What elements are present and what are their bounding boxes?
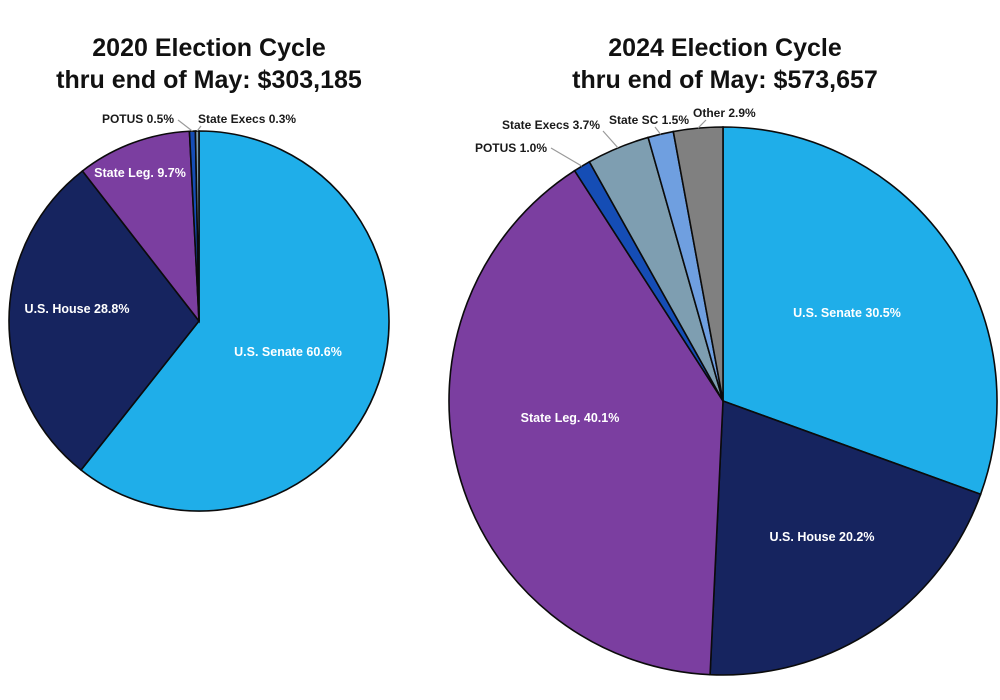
pie-2020: U.S. Senate 60.6% U.S. House 28.8% State L…	[8, 112, 390, 512]
pie-label-u-s-house: U.S. House 20.2%	[770, 530, 875, 544]
pie-slice-state-leg	[448, 169, 724, 676]
chart-2024-title-line1: 2024 Election Cycle	[608, 34, 842, 62]
leader-line-state-execs	[196, 125, 202, 132]
chart-2020-title-line1: 2020 Election Cycle	[92, 34, 326, 62]
pie-slice-u-s-house	[8, 169, 201, 472]
pie-label-potus: POTUS 1.0%	[475, 141, 547, 155]
pie-slice-u-s-senate	[722, 126, 998, 496]
pie-label-u-s-senate: U.S. Senate 60.6%	[234, 345, 342, 359]
pie-label-state-leg: State Leg. 9.7%	[94, 166, 186, 180]
pie-label-state-execs: State Execs 0.3%	[198, 112, 296, 126]
leader-line-potus	[550, 147, 583, 167]
chart-2024-title-line2: thru end of May: $573,657	[572, 66, 878, 94]
pie-slice-state-leg	[81, 130, 200, 324]
leader-line-state-execs	[602, 130, 619, 149]
pie-label-other: Other 2.9%	[693, 106, 756, 120]
pie-2024: U.S. Senate 30.5% U.S. House 20.2% State L…	[448, 106, 998, 676]
leader-line-state-sc	[654, 126, 662, 135]
pie-slice-u-s-senate	[79, 130, 390, 512]
pie-label-state-leg: State Leg. 40.1%	[521, 411, 620, 425]
chart-2020-title-line2: thru end of May: $303,185	[56, 66, 362, 94]
pie-slice-u-s-house	[709, 399, 982, 676]
leader-line-other	[697, 119, 707, 129]
leader-line-potus	[177, 119, 193, 132]
pie-label-state-sc: State SC 1.5%	[609, 113, 689, 127]
pie-label-u-s-senate: U.S. Senate 30.5%	[793, 306, 901, 320]
pie-label-state-execs: State Execs 3.7%	[502, 118, 600, 132]
pie-label-potus: POTUS 0.5%	[102, 112, 174, 126]
pie-label-u-s-house: U.S. House 28.8%	[25, 302, 130, 316]
